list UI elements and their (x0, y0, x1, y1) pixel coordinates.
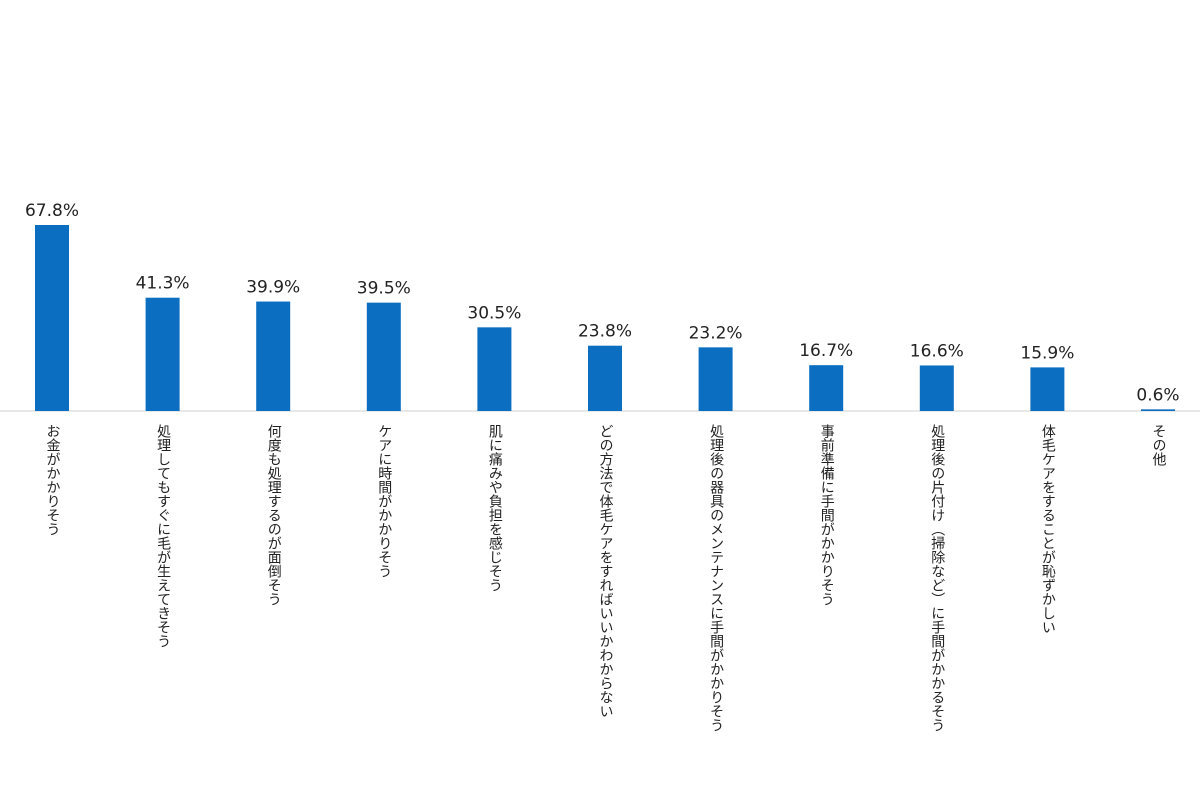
bar (588, 345, 622, 411)
label-line: 処理後の片付け（掃除など）に手間が (929, 424, 946, 662)
x-tick-label: 処理後の器具のメンテナンスに手間 がかかりそう (707, 424, 724, 732)
bar (809, 365, 844, 411)
label-line: 事前準備に手間がかかりそう (818, 424, 835, 606)
x-tick-label: 肌に痛みや負担を感じそう (486, 424, 503, 592)
bar (256, 301, 291, 411)
x-tick-label: 体毛ケアをすることが恥ずかしい (1039, 424, 1056, 634)
value-label: 15.9% (1020, 343, 1074, 363)
bar (1030, 367, 1065, 411)
x-tick-label: どの方法で体毛ケアをすればいいか わからない (597, 424, 614, 718)
bar (366, 302, 401, 411)
label-line: 処理後の器具のメンテナンスに手間 (708, 424, 725, 648)
x-tick-label: 処理後の片付け（掃除など）に手間が かかるそう (928, 424, 945, 732)
value-label: 16.7% (799, 341, 853, 361)
value-label: 23.2% (689, 323, 743, 343)
label-line: 体毛ケアをすることが恥ずかしい (1039, 424, 1056, 634)
label-line: かかるそう (929, 662, 946, 732)
bar (35, 225, 69, 411)
label-line: 肌に痛みや負担を感じそう (486, 424, 503, 592)
value-label: 41.3% (136, 274, 190, 294)
x-tick-label: 処理してもすぐに毛が生えてきそう (154, 424, 171, 648)
bar (1141, 409, 1175, 411)
bar (919, 365, 954, 411)
value-label: 16.6% (910, 341, 964, 361)
label-line: どの方法で体毛ケアをすればいいか (597, 424, 614, 648)
value-label: 39.5% (357, 279, 411, 299)
value-label: 0.6% (1136, 385, 1179, 405)
value-label: 30.5% (467, 303, 521, 323)
label-line: 何度も処理するのが面倒そう (265, 424, 282, 606)
x-tick-label: 何度も処理するのが面倒そう (265, 424, 282, 606)
x-tick-label: ケアに時間がかかりそう (375, 424, 392, 578)
bar (145, 297, 180, 411)
label-line: がかかりそう (708, 648, 725, 732)
value-label: 67.8% (25, 201, 79, 221)
x-tick-label: お金がかかりそう (44, 424, 61, 536)
label-line: お金がかかりそう (44, 424, 61, 536)
label-line: わからない (597, 648, 614, 718)
bar (477, 327, 512, 411)
label-line: ケアに時間がかかりそう (376, 424, 393, 578)
x-tick-label: その他 (1150, 424, 1167, 466)
label-line: 処理してもすぐに毛が生えてきそう (155, 424, 172, 648)
value-label: 23.8% (578, 322, 632, 342)
x-tick-label: 事前準備に手間がかかりそう (818, 424, 835, 606)
label-line: その他 (1150, 424, 1167, 466)
bar (698, 347, 733, 411)
value-label: 39.9% (246, 278, 300, 298)
